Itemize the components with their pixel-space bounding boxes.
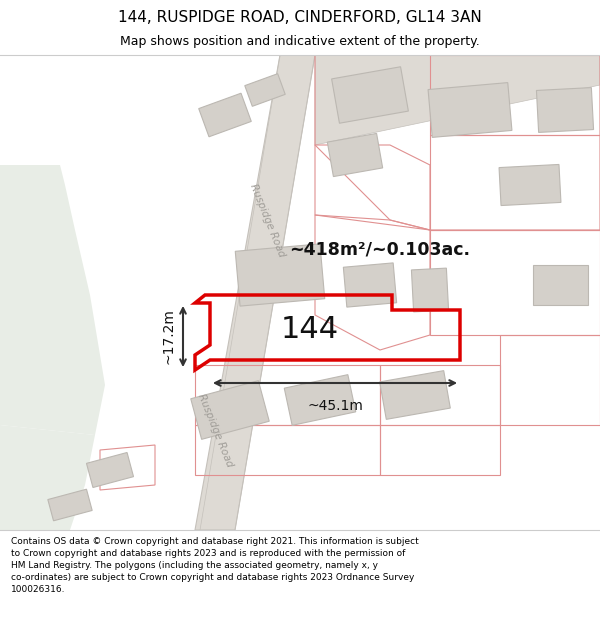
Polygon shape xyxy=(533,265,587,305)
Polygon shape xyxy=(380,371,451,419)
Polygon shape xyxy=(315,55,600,145)
Polygon shape xyxy=(412,268,449,312)
Text: Ruspidge Road: Ruspidge Road xyxy=(248,182,286,258)
Polygon shape xyxy=(343,263,397,307)
Text: ~45.1m: ~45.1m xyxy=(307,399,363,413)
Text: Ruspidge Road: Ruspidge Road xyxy=(196,392,234,468)
Polygon shape xyxy=(284,374,356,426)
Polygon shape xyxy=(199,93,251,137)
Polygon shape xyxy=(0,165,105,435)
Polygon shape xyxy=(499,164,561,206)
Text: 144, RUSPIDGE ROAD, CINDERFORD, GL14 3AN: 144, RUSPIDGE ROAD, CINDERFORD, GL14 3AN xyxy=(118,10,482,25)
Polygon shape xyxy=(536,88,593,132)
Polygon shape xyxy=(235,244,325,306)
Polygon shape xyxy=(328,133,383,177)
Polygon shape xyxy=(86,452,134,488)
Polygon shape xyxy=(48,489,92,521)
Polygon shape xyxy=(0,425,95,530)
Polygon shape xyxy=(191,381,269,439)
Text: ~418m²/~0.103ac.: ~418m²/~0.103ac. xyxy=(290,241,470,259)
Polygon shape xyxy=(428,82,512,138)
Polygon shape xyxy=(195,55,315,530)
Text: Contains OS data © Crown copyright and database right 2021. This information is : Contains OS data © Crown copyright and d… xyxy=(11,537,419,594)
Polygon shape xyxy=(332,67,409,123)
Text: 144: 144 xyxy=(281,316,339,344)
Text: Map shows position and indicative extent of the property.: Map shows position and indicative extent… xyxy=(120,35,480,48)
Polygon shape xyxy=(245,74,285,106)
Text: ~17.2m: ~17.2m xyxy=(161,308,175,364)
